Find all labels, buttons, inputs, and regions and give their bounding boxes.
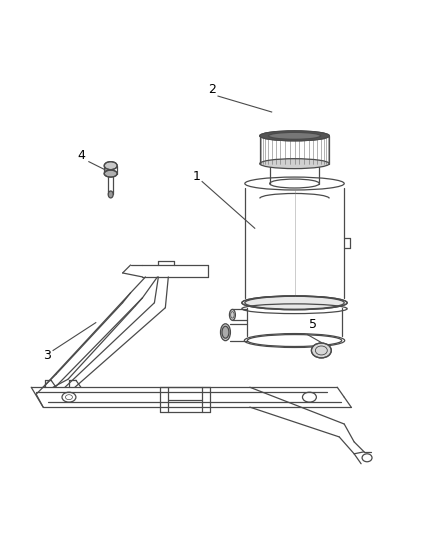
Ellipse shape (220, 324, 230, 341)
Text: 4: 4 (77, 149, 85, 162)
Ellipse shape (104, 170, 117, 177)
Ellipse shape (260, 159, 329, 168)
Text: 1: 1 (192, 170, 200, 183)
Ellipse shape (104, 161, 117, 169)
Text: 2: 2 (208, 83, 216, 95)
Ellipse shape (222, 326, 229, 338)
Text: 5: 5 (309, 318, 318, 331)
Ellipse shape (108, 191, 113, 198)
Ellipse shape (242, 296, 347, 310)
Ellipse shape (268, 132, 321, 139)
Ellipse shape (311, 343, 331, 358)
Ellipse shape (260, 131, 329, 141)
Text: 3: 3 (43, 349, 51, 362)
Ellipse shape (260, 131, 329, 141)
Ellipse shape (230, 309, 235, 320)
